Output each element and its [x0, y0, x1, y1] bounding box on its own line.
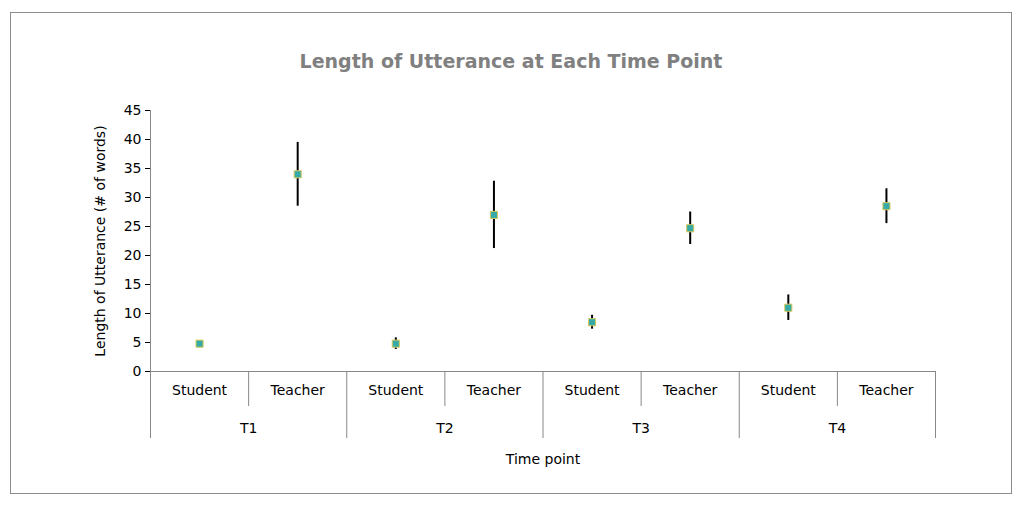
svg-text:Teacher: Teacher [662, 382, 718, 398]
svg-text:T1: T1 [239, 420, 257, 436]
svg-text:T2: T2 [435, 420, 453, 436]
svg-text:T3: T3 [631, 420, 649, 436]
svg-text:25: 25 [124, 218, 142, 234]
svg-text:10: 10 [124, 305, 142, 321]
svg-text:Teacher: Teacher [466, 382, 522, 398]
svg-text:30: 30 [124, 189, 142, 205]
svg-text:Teacher: Teacher [858, 382, 914, 398]
svg-text:T4: T4 [828, 420, 847, 436]
svg-text:Length of Utterance (# of word: Length of Utterance (# of words) [92, 125, 108, 356]
svg-text:0: 0 [133, 363, 142, 379]
html-text:Length of Utterance at Each Ti: Length of Utterance at Each Time Point [299, 50, 723, 72]
svg-text:40: 40 [124, 131, 142, 147]
svg-text:Teacher: Teacher [270, 382, 326, 398]
svg-text:15: 15 [124, 276, 142, 292]
svg-text:5: 5 [133, 334, 142, 350]
svg-text:35: 35 [124, 160, 142, 176]
svg-text:Student: Student [368, 382, 424, 398]
svg-text:20: 20 [124, 247, 142, 263]
svg-text:45: 45 [124, 102, 142, 118]
svg-text:Student: Student [172, 382, 228, 398]
svg-text:Time point: Time point [505, 451, 581, 467]
svg-text:Student: Student [565, 382, 621, 398]
svg-text:Student: Student [761, 382, 817, 398]
